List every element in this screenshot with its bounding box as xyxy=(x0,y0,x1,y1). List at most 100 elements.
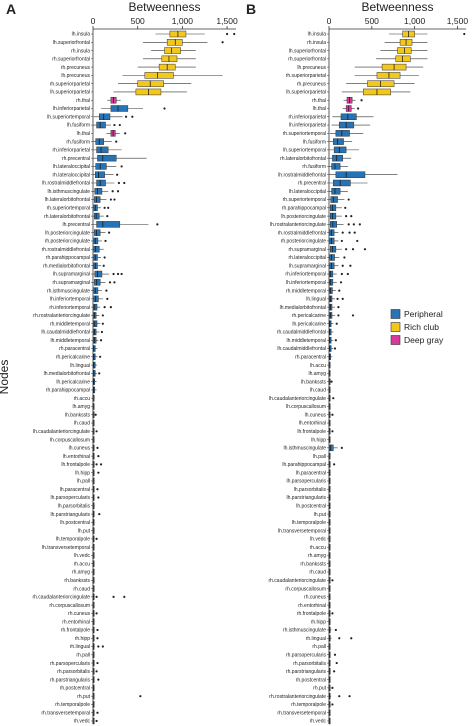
node-row: lh.pall xyxy=(77,477,95,485)
node-label: rh.parahippocampal xyxy=(46,255,90,261)
node-row: rh.lateraloccipital xyxy=(288,254,346,261)
box-iqr xyxy=(376,72,401,79)
node-label: rh.middletemporal xyxy=(286,288,326,294)
node-label: rh.fusiform xyxy=(66,139,90,145)
node-row: rh.parstriangularis xyxy=(50,676,100,683)
outlier-point xyxy=(95,463,98,466)
node-label: rh.pall xyxy=(76,652,90,658)
outlier-point xyxy=(340,239,343,243)
outlier-point xyxy=(95,430,98,433)
node-label: rh.put xyxy=(313,686,326,692)
node-label: rh.hipp xyxy=(311,619,327,625)
node-row: rh.accu xyxy=(74,394,95,402)
outlier-point xyxy=(108,281,112,284)
node-label: rh.pall xyxy=(312,644,326,650)
node-row: lh.medialorbitofrontal xyxy=(280,303,340,311)
node-row: lh.lateralorbitofrontal xyxy=(45,196,116,203)
box-iqr xyxy=(97,154,117,162)
node-label: rh.hipp xyxy=(75,636,91,642)
box-iqr xyxy=(335,130,350,137)
node-row: rh.isthmuscingulate xyxy=(283,626,337,634)
box-iqr xyxy=(93,254,98,261)
outlier-point xyxy=(336,297,339,300)
outlier-point xyxy=(331,413,334,416)
node-row: lh.isthmuscingulate xyxy=(47,188,120,195)
node-row: rh.caud xyxy=(73,585,95,592)
outlier-point xyxy=(341,297,344,300)
node-row: rh.medialorbitofrontal xyxy=(43,262,105,269)
node-label: rh.caud xyxy=(73,586,90,592)
box-iqr xyxy=(93,237,99,245)
node-row: rh.pall xyxy=(76,651,95,658)
node-label: rh.medialorbitofrontal xyxy=(43,263,90,269)
node-row: rh.caudalanteriorcingulate xyxy=(268,577,334,584)
node-label: rh.parsorbitalis xyxy=(293,661,326,667)
node-label: lh.superiortemporal xyxy=(283,148,326,154)
box-iqr xyxy=(94,188,103,195)
node-label: rh.accu xyxy=(74,396,91,402)
node-row: rh.rostralanteriorcingulate xyxy=(269,692,351,700)
node-row: rh.put xyxy=(313,684,334,692)
node-row: lh.hipp xyxy=(75,469,100,476)
box-iqr xyxy=(94,270,103,278)
node-label: lh.insula xyxy=(308,32,327,38)
node-label: rh.posteriorcingulate xyxy=(45,239,91,245)
node-row: rh.superiorfrontal xyxy=(288,55,428,63)
node-row: lh.caud xyxy=(74,419,95,427)
node-row: lh.superiorfrontal xyxy=(53,39,224,46)
box-iqr xyxy=(93,361,96,369)
outlier-point xyxy=(95,595,98,598)
outlier-point xyxy=(96,711,99,714)
outlier-point xyxy=(338,289,341,292)
box-iqr xyxy=(330,221,337,228)
node-row: lh.rostralmiddlefrontal xyxy=(42,179,126,187)
node-row: lh.precuneus xyxy=(297,63,424,71)
node-row: rh.fusiform xyxy=(302,163,348,170)
outlier-point xyxy=(97,455,100,458)
node-label: lh.vedc xyxy=(310,537,326,543)
outlier-point xyxy=(463,32,466,36)
node-row: rh.parsopercularis xyxy=(50,659,99,667)
outlier-point xyxy=(99,355,102,358)
node-label: lh.thal xyxy=(313,106,326,112)
node-label: rh.postcentral xyxy=(60,686,90,692)
node-row: rh.transversetemporal xyxy=(277,709,331,716)
node-row: lh.entorhinal xyxy=(299,419,331,427)
outlier-point xyxy=(139,695,142,698)
node-row: lh.put xyxy=(78,527,95,534)
outlier-point xyxy=(113,198,116,201)
outlier-point xyxy=(95,670,98,673)
node-label: lh.inferiortemporal xyxy=(50,297,90,303)
outlier-point xyxy=(339,281,343,284)
node-label: rh.caudalanteriorcingulate xyxy=(268,578,326,584)
outlier-point xyxy=(113,281,116,284)
node-row: rh.accu xyxy=(74,560,95,567)
node-label: lh.parahippocampal xyxy=(282,462,326,468)
node-row: rh.lateralorbitofrontal xyxy=(280,154,352,162)
node-row: lh.lateraloccipital xyxy=(53,163,123,170)
node-label: rh.superiortemporal xyxy=(283,131,326,137)
box-iqr xyxy=(331,188,341,195)
node-row: rh.rostralmiddlefrontal xyxy=(278,229,356,236)
outlier-point xyxy=(335,322,338,325)
outlier-point xyxy=(347,223,350,226)
box-iqr xyxy=(329,312,333,319)
box-iqr xyxy=(329,229,335,236)
node-label: rh.amyg xyxy=(72,570,90,576)
node-label: rh.lateraloccipital xyxy=(288,255,326,261)
node-row: lh.parsorbitalis xyxy=(58,502,95,509)
node-label: lh.superiorparietal xyxy=(286,90,326,96)
node-label: lh.entorhinal xyxy=(299,421,326,427)
node-label: lh.parsorbitalis xyxy=(294,487,327,493)
box-iqr xyxy=(332,154,343,162)
panel-b-letter: B xyxy=(246,1,256,17)
node-label: rh.superiorparietal xyxy=(286,73,326,79)
outlier-point xyxy=(338,695,341,698)
outlier-point xyxy=(334,339,337,342)
node-label: lh.pall xyxy=(77,479,90,485)
node-label: lh.hipp xyxy=(75,470,90,476)
outlier-point xyxy=(345,214,348,218)
panel-a-boxes: lh.insula lh.superiorfrontal rh.insula rh.s… xyxy=(32,30,236,725)
node-row: rh.middletemporal xyxy=(286,287,341,294)
node-label: rh.supramarginal xyxy=(288,247,326,253)
